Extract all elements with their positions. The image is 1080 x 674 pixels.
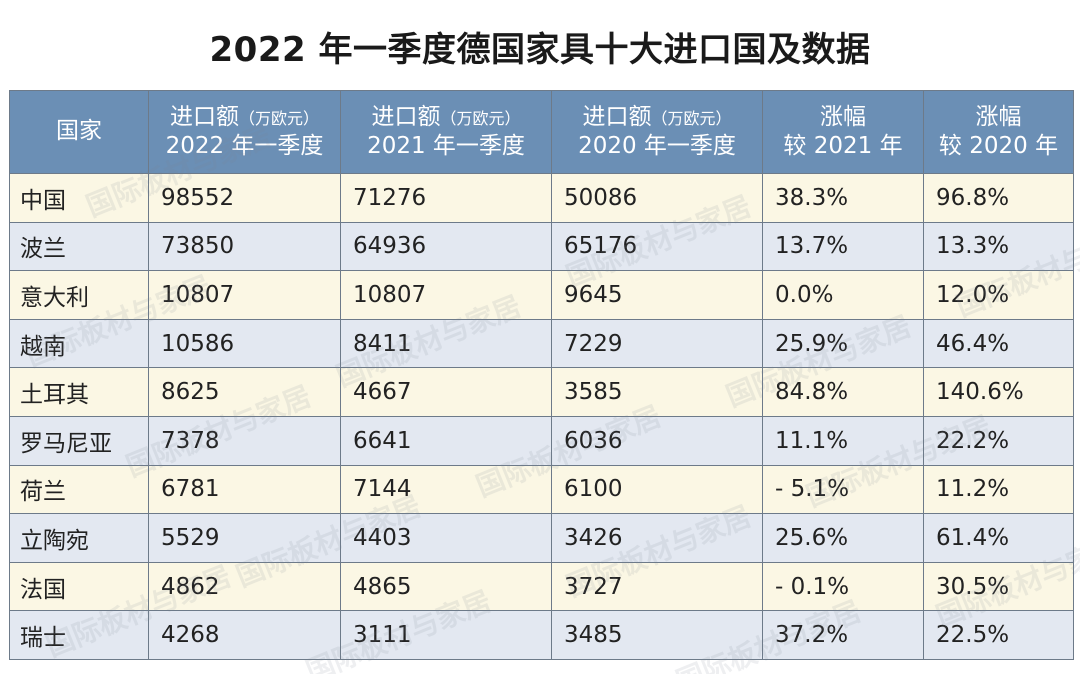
cell-import-2021: 4865 <box>340 561 552 612</box>
cell-growth-2021: 25.6% <box>762 513 924 563</box>
cell-growth-2020: 22.5% <box>923 610 1074 660</box>
cell-import-2020: 50086 <box>551 173 763 223</box>
cell-import-2022: 10807 <box>148 270 341 320</box>
cell-import-2020: 65176 <box>551 221 763 272</box>
table-row: 意大利 10807 10807 9645 0.0% 12.0% <box>9 270 1074 320</box>
cell-growth-2021: 38.3% <box>762 173 924 223</box>
cell-import-2021: 4403 <box>340 513 552 563</box>
cell-import-2022: 10586 <box>148 318 341 369</box>
cell-country: 土耳其 <box>9 367 149 417</box>
table-row: 土耳其 8625 4667 3585 84.8% 140.6% <box>9 367 1074 417</box>
page-title: 2022 年一季度德国家具十大进口国及数据 <box>209 30 871 70</box>
header-import-2022: 进口额（万欧元） 2022 年一季度 <box>148 90 341 174</box>
cell-growth-2021: - 0.1% <box>762 561 924 612</box>
cell-import-2022: 4268 <box>148 610 341 660</box>
cell-growth-2021: 11.1% <box>762 415 924 466</box>
cell-import-2021: 3111 <box>340 610 552 660</box>
cell-import-2021: 71276 <box>340 173 552 223</box>
header-country: 国家 <box>9 90 149 174</box>
cell-import-2020: 7229 <box>551 318 763 369</box>
cell-country: 立陶宛 <box>9 513 149 563</box>
table-row: 波兰 73850 64936 65176 13.7% 13.3% <box>9 221 1074 272</box>
cell-growth-2020: 61.4% <box>923 513 1074 563</box>
cell-import-2021: 4667 <box>340 367 552 417</box>
cell-country: 罗马尼亚 <box>9 415 149 466</box>
cell-import-2022: 73850 <box>148 221 341 272</box>
table-row: 越南 10586 8411 7229 25.9% 46.4% <box>9 318 1074 369</box>
cell-growth-2020: 140.6% <box>923 367 1074 417</box>
cell-import-2021: 10807 <box>340 270 552 320</box>
cell-growth-2021: - 5.1% <box>762 464 924 515</box>
cell-import-2022: 5529 <box>148 513 341 563</box>
cell-import-2020: 3585 <box>551 367 763 417</box>
table-row: 立陶宛 5529 4403 3426 25.6% 61.4% <box>9 513 1074 563</box>
table-header-row: 国家 进口额（万欧元） 2022 年一季度 进口额（万欧元） 2021 年一季度… <box>9 90 1074 174</box>
table-row: 荷兰 6781 7144 6100 - 5.1% 11.2% <box>9 464 1074 515</box>
cell-import-2020: 6036 <box>551 415 763 466</box>
cell-country: 越南 <box>9 318 149 369</box>
cell-country: 荷兰 <box>9 464 149 515</box>
table-row: 法国 4862 4865 3727 - 0.1% 30.5% <box>9 561 1074 612</box>
cell-import-2022: 8625 <box>148 367 341 417</box>
header-growth-vs-2020: 涨幅 较 2020 年 <box>923 90 1074 174</box>
cell-import-2020: 3485 <box>551 610 763 660</box>
cell-import-2022: 7378 <box>148 415 341 466</box>
cell-growth-2020: 12.0% <box>923 270 1074 320</box>
cell-country: 波兰 <box>9 221 149 272</box>
cell-growth-2021: 0.0% <box>762 270 924 320</box>
cell-growth-2021: 25.9% <box>762 318 924 369</box>
cell-import-2021: 8411 <box>340 318 552 369</box>
table-row: 罗马尼亚 7378 6641 6036 11.1% 22.2% <box>9 415 1074 466</box>
cell-import-2020: 3727 <box>551 561 763 612</box>
cell-import-2020: 9645 <box>551 270 763 320</box>
cell-country: 意大利 <box>9 270 149 320</box>
cell-import-2021: 64936 <box>340 221 552 272</box>
cell-growth-2020: 46.4% <box>923 318 1074 369</box>
import-data-table: 国家 进口额（万欧元） 2022 年一季度 进口额（万欧元） 2021 年一季度… <box>9 90 1074 660</box>
cell-import-2022: 4862 <box>148 561 341 612</box>
cell-import-2022: 6781 <box>148 464 341 515</box>
cell-growth-2020: 96.8% <box>923 173 1074 223</box>
cell-import-2022: 98552 <box>148 173 341 223</box>
cell-growth-2021: 13.7% <box>762 221 924 272</box>
cell-growth-2021: 37.2% <box>762 610 924 660</box>
header-import-2021: 进口额（万欧元） 2021 年一季度 <box>340 90 552 174</box>
cell-country: 瑞士 <box>9 610 149 660</box>
cell-import-2020: 3426 <box>551 513 763 563</box>
cell-country: 中国 <box>9 173 149 223</box>
header-growth-vs-2021: 涨幅 较 2021 年 <box>762 90 924 174</box>
cell-growth-2020: 13.3% <box>923 221 1074 272</box>
cell-country: 法国 <box>9 561 149 612</box>
cell-growth-2020: 11.2% <box>923 464 1074 515</box>
cell-import-2020: 6100 <box>551 464 763 515</box>
table-row: 中国 98552 71276 50086 38.3% 96.8% <box>9 173 1074 223</box>
cell-import-2021: 6641 <box>340 415 552 466</box>
cell-import-2021: 7144 <box>340 464 552 515</box>
cell-growth-2020: 22.2% <box>923 415 1074 466</box>
cell-growth-2021: 84.8% <box>762 367 924 417</box>
header-import-2020: 进口额（万欧元） 2020 年一季度 <box>551 90 763 174</box>
cell-growth-2020: 30.5% <box>923 561 1074 612</box>
table-row: 瑞士 4268 3111 3485 37.2% 22.5% <box>9 610 1074 660</box>
